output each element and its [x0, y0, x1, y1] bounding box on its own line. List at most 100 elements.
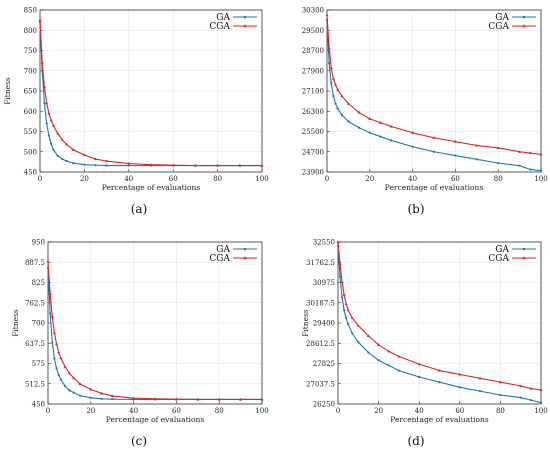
data-point-cga — [260, 397, 264, 401]
data-point-ga — [367, 351, 370, 354]
data-point-ga — [328, 62, 331, 65]
data-point-ga — [72, 391, 75, 394]
data-point-cga — [336, 88, 340, 91]
data-point-cga — [325, 13, 329, 17]
data-point-cga — [110, 394, 114, 397]
data-point-ga — [342, 309, 346, 312]
data-point-cga — [50, 314, 54, 318]
panel-label: (c) — [131, 434, 147, 448]
data-point-cga — [389, 124, 393, 128]
series-line-cga — [326, 15, 542, 155]
data-point-cga — [52, 331, 56, 334]
data-point-ga — [347, 120, 350, 123]
data-point-ga — [351, 332, 354, 335]
x-tick-label: 40 — [124, 175, 133, 183]
data-point-ga — [397, 369, 400, 372]
series-line-ga — [337, 245, 542, 404]
data-point-ga — [56, 154, 59, 157]
legend-label-cga: CGA — [488, 22, 509, 32]
y-tick-label: 850 — [24, 7, 37, 15]
panel-label: (d) — [407, 434, 424, 448]
data-point-cga — [49, 118, 53, 122]
legend-marker-cga — [522, 24, 526, 28]
data-point-ga — [475, 158, 478, 161]
y-tick-label: 700 — [32, 320, 45, 328]
legend-marker-ga — [522, 247, 526, 251]
data-point-ga — [105, 164, 108, 167]
data-point-ga — [379, 135, 382, 138]
data-point-ga — [45, 122, 48, 125]
data-point-ga — [51, 341, 54, 344]
legend-marker-ga — [243, 15, 247, 19]
data-point-cga — [216, 163, 220, 167]
data-point-cga — [59, 356, 63, 360]
y-tick-label: 31762.5 — [306, 259, 335, 267]
y-tick-label: 27900 — [302, 67, 324, 75]
legend-marker-ga — [243, 247, 247, 251]
data-point-ga — [345, 316, 348, 319]
data-point-ga — [89, 396, 92, 399]
data-point-cga — [519, 384, 523, 388]
y-tick-label: 750 — [24, 47, 37, 55]
data-point-ga — [79, 394, 82, 397]
data-point-cga — [89, 387, 93, 391]
legend-marker-cga — [522, 256, 526, 260]
y-tick-label: 450 — [24, 169, 37, 177]
y-tick-label: 800 — [24, 27, 37, 35]
series-line-cga — [39, 20, 262, 167]
data-point-cga — [346, 308, 350, 312]
y-tick-label: 650 — [24, 88, 37, 96]
data-point-cga — [340, 280, 344, 283]
data-point-cga — [127, 161, 131, 165]
x-tick-label: 0 — [336, 407, 340, 415]
data-point-cga — [417, 362, 421, 366]
data-point-ga — [347, 323, 350, 326]
x-tick-label: 80 — [494, 175, 503, 183]
data-point-ga — [358, 126, 361, 129]
data-point-ga — [340, 113, 344, 117]
data-point-cga — [60, 138, 64, 141]
data-point-cga — [239, 397, 243, 401]
data-point-cga — [356, 323, 360, 327]
data-point-ga — [61, 157, 64, 161]
data-point-cga — [336, 240, 340, 244]
data-point-cga — [342, 293, 346, 296]
data-point-cga — [63, 365, 67, 368]
legend-label-ga: GA — [216, 245, 230, 255]
data-point-cga — [46, 259, 50, 263]
data-point-ga — [111, 398, 114, 401]
x-tick-label: 80 — [213, 175, 222, 183]
data-point-cga — [40, 61, 44, 64]
data-point-ga — [529, 399, 532, 402]
legend-label-ga: GA — [495, 245, 509, 255]
y-tick-label: 23900 — [302, 169, 324, 177]
chart-panel-2: 0 20 40 60 80 100 23900 24700 25500 26300 27100 279… — [302, 7, 548, 217]
data-point-cga — [72, 376, 76, 380]
data-point-cga — [350, 316, 354, 319]
data-point-ga — [336, 107, 339, 110]
panel-label: (a) — [131, 202, 148, 216]
y-tick-label: 29500 — [302, 27, 324, 35]
data-point-cga — [377, 343, 381, 346]
legend-label-ga: GA — [216, 13, 230, 23]
y-axis-label: Fitness — [3, 77, 12, 105]
y-tick-label: 950 — [32, 239, 45, 247]
series-line-cga — [47, 261, 262, 401]
data-point-cga — [496, 146, 500, 150]
series-line-cga — [337, 241, 542, 391]
data-point-cga — [51, 123, 55, 127]
legend-label-cga: CGA — [488, 254, 509, 264]
y-tick-label: 30187.5 — [306, 299, 335, 307]
data-point-cga — [338, 262, 342, 265]
data-point-cga — [498, 380, 502, 384]
legend-label-ga: GA — [495, 13, 509, 23]
data-point-ga — [65, 159, 68, 163]
data-point-ga — [340, 296, 344, 299]
x-tick-label: 60 — [451, 175, 460, 183]
series-line-ga — [326, 20, 542, 172]
data-point-cga — [518, 150, 522, 153]
x-tick-label: 0 — [38, 175, 42, 183]
data-point-ga — [43, 102, 46, 105]
x-tick-label: 100 — [534, 407, 547, 415]
